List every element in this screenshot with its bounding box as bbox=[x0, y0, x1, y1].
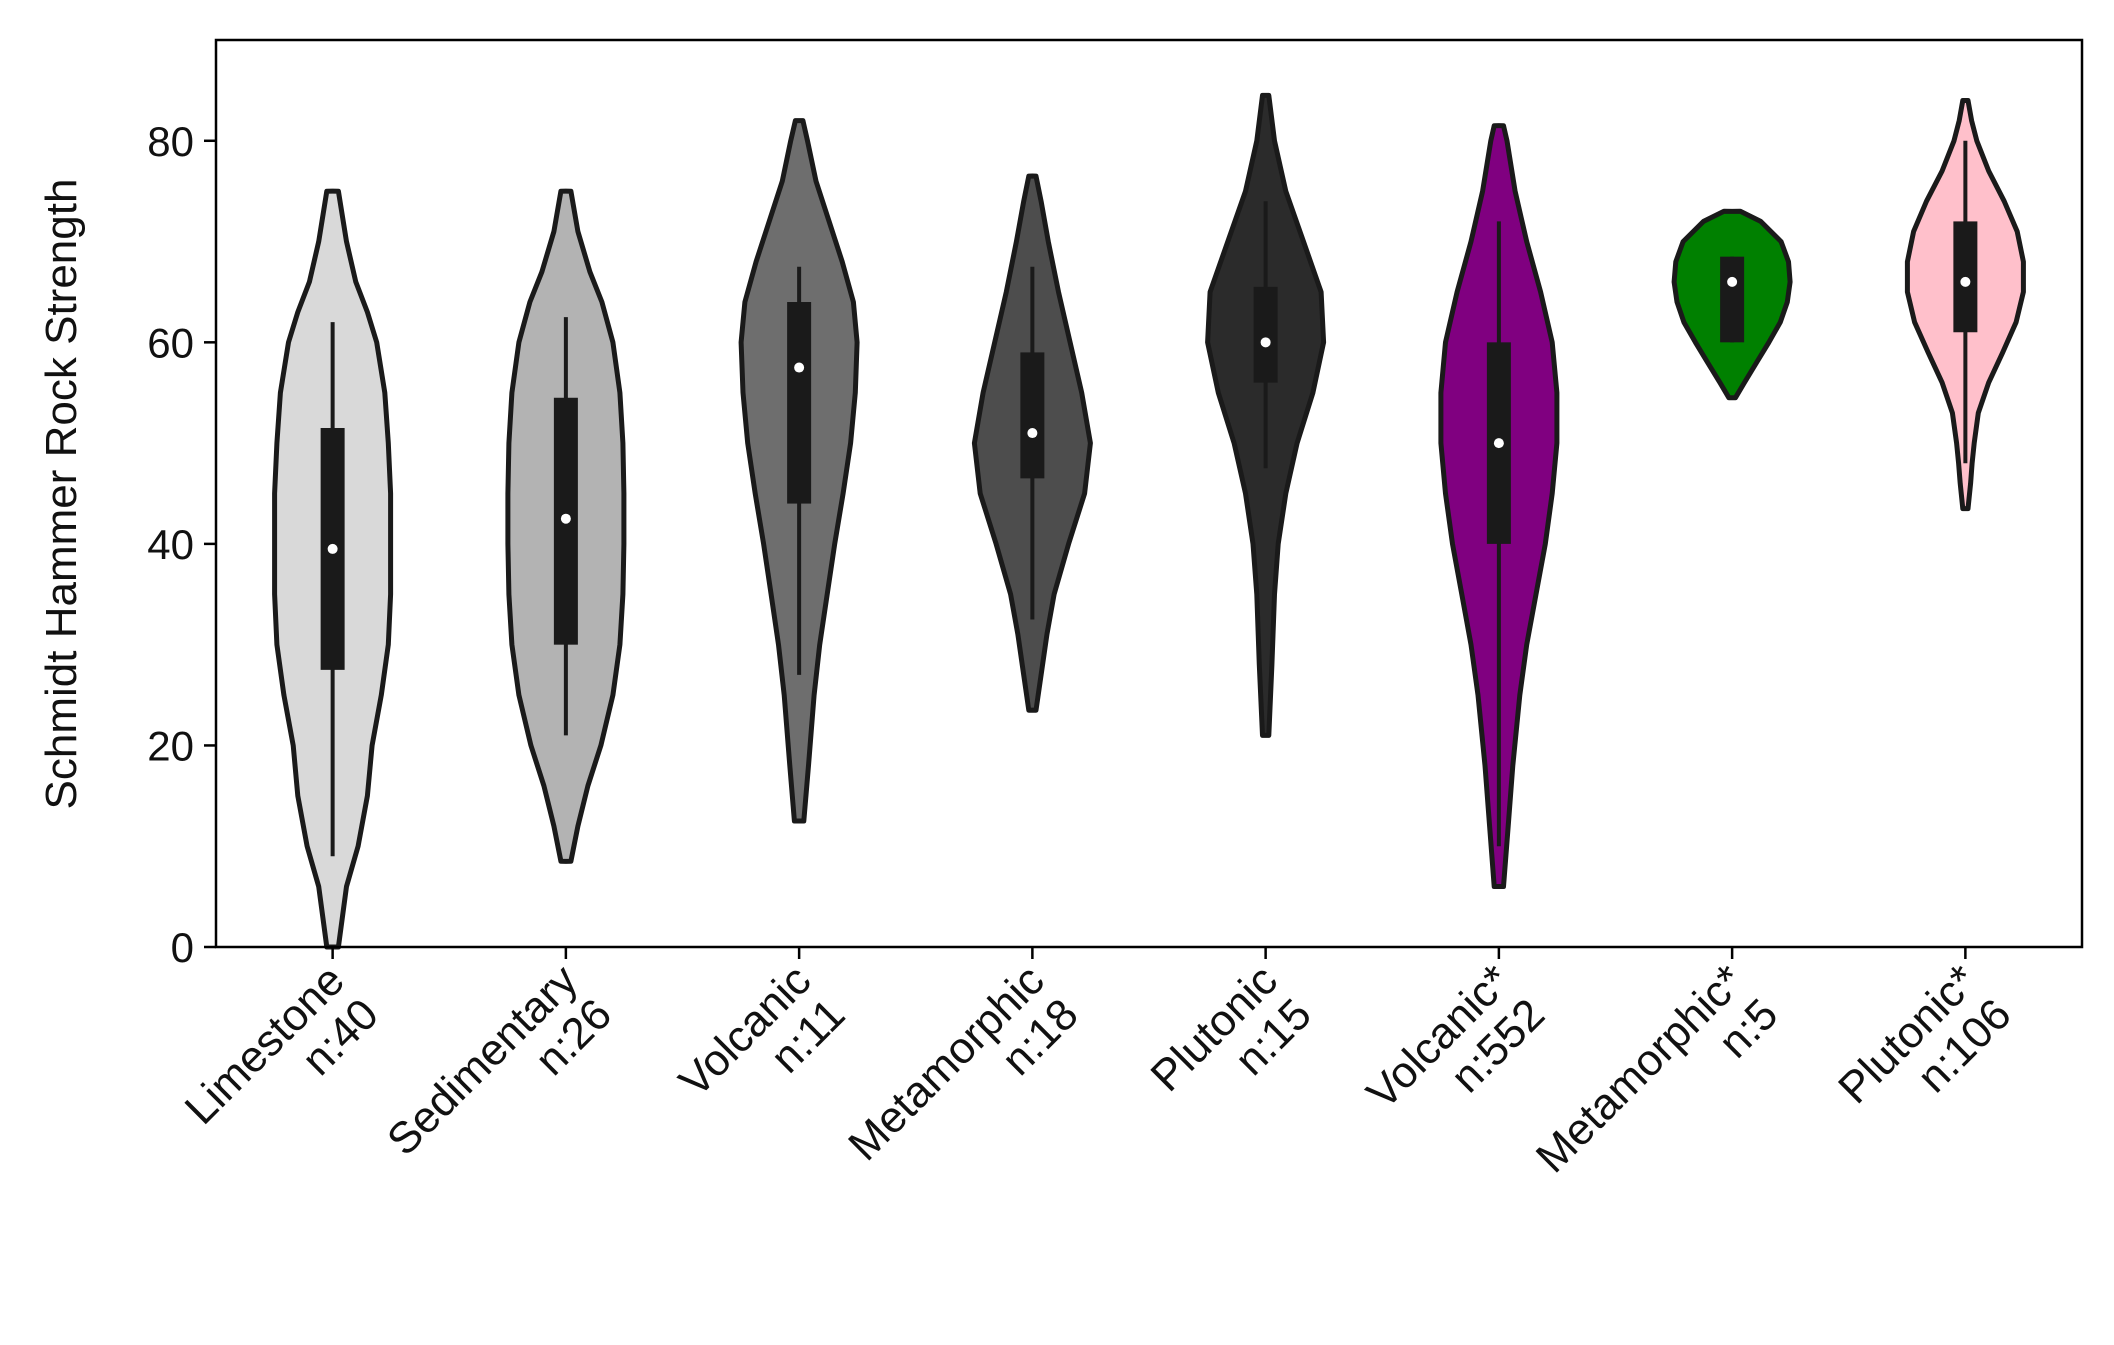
y-axis: 0 20 40 60 80 bbox=[147, 118, 216, 971]
y-tick-label: 20 bbox=[147, 722, 194, 769]
violin-iqr-box bbox=[787, 302, 812, 504]
violin-volcanic-star bbox=[1438, 123, 1560, 890]
y-tick-label: 80 bbox=[147, 118, 194, 165]
x-tick-label: Plutonic*n:106 bbox=[1829, 956, 2020, 1113]
violin-plutonic-star bbox=[1904, 97, 2026, 512]
category-name: Metamorphic* bbox=[1527, 956, 1754, 1183]
plot-frame bbox=[214, 38, 2084, 949]
y-tick-label: 60 bbox=[147, 319, 194, 366]
violins-layer bbox=[272, 92, 2026, 950]
violin-sedimentary bbox=[505, 188, 627, 864]
violin-median-point bbox=[1727, 276, 1738, 287]
violin-median-point bbox=[1027, 428, 1038, 439]
violin-limestone bbox=[272, 188, 394, 950]
y-axis-label: Schmidt Hammer Rock Strength bbox=[37, 179, 86, 810]
violin-volcanic bbox=[738, 118, 860, 824]
x-tick-label: Volcanic*n:552 bbox=[1358, 956, 1555, 1119]
violin-median-point bbox=[327, 543, 338, 554]
violin-iqr-box bbox=[1020, 352, 1045, 479]
violin-iqr-box bbox=[1253, 286, 1278, 383]
violin-metamorphic-star bbox=[1671, 208, 1793, 401]
violin-metamorphic bbox=[971, 173, 1093, 713]
violin-median-point bbox=[1260, 337, 1271, 348]
violin-median-point bbox=[1960, 276, 1971, 287]
violin-median-point bbox=[1493, 438, 1504, 449]
y-tick-label: 0 bbox=[171, 924, 194, 971]
violin-median-point bbox=[794, 362, 805, 373]
x-tick-label: Metamorphic*n:5 bbox=[1527, 956, 1788, 1183]
violin-plutonic bbox=[1205, 92, 1327, 738]
violin-iqr-box bbox=[1720, 256, 1745, 343]
violin-median-point bbox=[560, 513, 571, 524]
y-tick-label: 40 bbox=[147, 521, 194, 568]
violin-iqr-box bbox=[1953, 221, 1978, 333]
